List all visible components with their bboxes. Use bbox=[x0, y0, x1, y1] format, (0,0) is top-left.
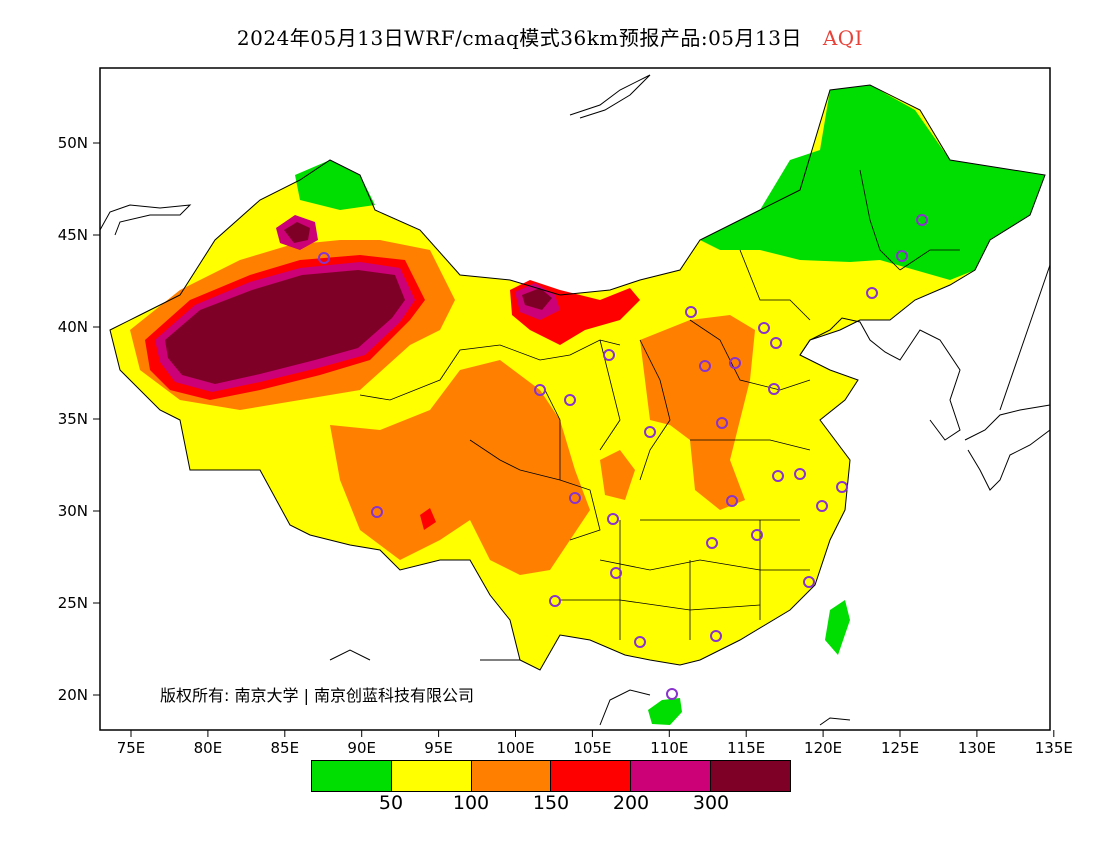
lat-tick-label: 45N bbox=[58, 226, 88, 244]
lat-tick-label: 40N bbox=[58, 318, 88, 336]
station-marker bbox=[896, 250, 908, 262]
station-marker bbox=[726, 495, 738, 507]
station-marker bbox=[916, 214, 928, 226]
lon-tick-label: 110E bbox=[650, 739, 688, 757]
station-marker bbox=[666, 688, 678, 700]
station-marker bbox=[699, 360, 711, 372]
station-marker bbox=[716, 417, 728, 429]
station-marker bbox=[768, 383, 780, 395]
legend-labels: 50 100 150 200 300 bbox=[311, 792, 791, 822]
title-main: 2024年05月13日WRF/cmaq模式36km预报产品:05月13日 bbox=[236, 26, 802, 50]
region-good-northeast bbox=[700, 85, 1045, 280]
station-marker bbox=[803, 576, 815, 588]
region-sensitive-tibet bbox=[330, 360, 590, 575]
station-marker bbox=[644, 426, 656, 438]
china-border bbox=[109, 84, 1046, 671]
province-boundaries bbox=[359, 169, 960, 640]
station-marker bbox=[549, 595, 561, 607]
station-marker bbox=[569, 492, 581, 504]
station-marker bbox=[685, 306, 697, 318]
station-marker bbox=[706, 537, 718, 549]
region-hazardous-gobi bbox=[522, 288, 552, 310]
legend-swatch bbox=[711, 761, 790, 791]
station-marker bbox=[634, 636, 646, 648]
legend-label: 100 bbox=[452, 792, 490, 814]
region-sensitive-northchina bbox=[640, 315, 755, 510]
title-variable: AQI bbox=[822, 26, 864, 50]
station-marker bbox=[836, 481, 848, 493]
legend-swatch bbox=[551, 761, 632, 791]
lon-tick-label: 115E bbox=[727, 739, 765, 757]
map-frame bbox=[99, 67, 1051, 731]
copyright-text: 版权所有: 南京大学 | 南京创蓝科技有限公司 bbox=[160, 682, 474, 706]
station-marker bbox=[534, 384, 546, 396]
color-legend bbox=[311, 760, 791, 792]
legend-swatch bbox=[312, 761, 392, 791]
copyright-divider: | bbox=[298, 686, 315, 705]
station-marker bbox=[751, 529, 763, 541]
lon-tick-label: 75E bbox=[117, 739, 146, 757]
station-marker bbox=[610, 567, 622, 579]
lon-tick-label: 135E bbox=[1035, 739, 1073, 757]
lat-tick-label: 25N bbox=[58, 594, 88, 612]
lat-tick-label: 30N bbox=[58, 502, 88, 520]
station-marker bbox=[603, 349, 615, 361]
axis-tick-labels: 50N 45N 40N 35N 30N 25N 20N 75E 80E 85E 90E 95E 100E… bbox=[58, 134, 1073, 757]
lat-tick-label: 35N bbox=[58, 410, 88, 428]
region-sensitive-central bbox=[600, 450, 635, 500]
region-unhealthy-spot bbox=[420, 508, 436, 530]
lon-tick-label: 105E bbox=[573, 739, 611, 757]
lat-tick-label: 20N bbox=[58, 686, 88, 704]
legend-label: 150 bbox=[532, 792, 570, 814]
station-marker bbox=[772, 470, 784, 482]
legend-swatch bbox=[631, 761, 712, 791]
station-marker bbox=[816, 500, 828, 512]
station-marker bbox=[866, 287, 878, 299]
region-hazardous-dzungaria bbox=[284, 222, 310, 243]
lon-tick-label: 120E bbox=[804, 739, 842, 757]
lon-tick-label: 130E bbox=[958, 739, 996, 757]
region-hazardous-taklimakan bbox=[165, 270, 405, 384]
monitoring-stations bbox=[318, 214, 928, 700]
legend-label: 200 bbox=[612, 792, 650, 814]
station-marker bbox=[794, 468, 806, 480]
lon-tick-label: 100E bbox=[496, 739, 534, 757]
station-marker bbox=[770, 337, 782, 349]
copyright-owner2: 南京创蓝科技有限公司 bbox=[314, 686, 475, 705]
lon-tick-label: 80E bbox=[194, 739, 223, 757]
region-good-taiwan bbox=[825, 600, 850, 655]
copyright-owner: 版权所有: 南京大学 bbox=[160, 686, 299, 705]
station-marker bbox=[729, 357, 741, 369]
lon-tick-label: 85E bbox=[271, 739, 300, 757]
legend-label: 50 bbox=[378, 792, 404, 814]
axis-ticks bbox=[93, 142, 1055, 737]
region-good-hainan bbox=[648, 698, 682, 725]
lat-tick-label: 50N bbox=[58, 134, 88, 152]
station-marker bbox=[564, 394, 576, 406]
lon-tick-label: 125E bbox=[881, 739, 919, 757]
lon-tick-label: 95E bbox=[424, 739, 453, 757]
station-marker bbox=[318, 252, 330, 264]
legend-swatch bbox=[471, 761, 552, 791]
legend-label: 300 bbox=[692, 792, 730, 814]
coastlines bbox=[99, 74, 1051, 726]
map-title: 2024年05月13日WRF/cmaq模式36km预报产品:05月13日 AQI bbox=[0, 22, 1100, 51]
station-marker bbox=[710, 630, 722, 642]
legend-swatch bbox=[391, 761, 472, 791]
lon-tick-label: 90E bbox=[347, 739, 376, 757]
station-marker bbox=[607, 513, 619, 525]
station-marker bbox=[371, 506, 383, 518]
station-marker bbox=[758, 322, 770, 334]
